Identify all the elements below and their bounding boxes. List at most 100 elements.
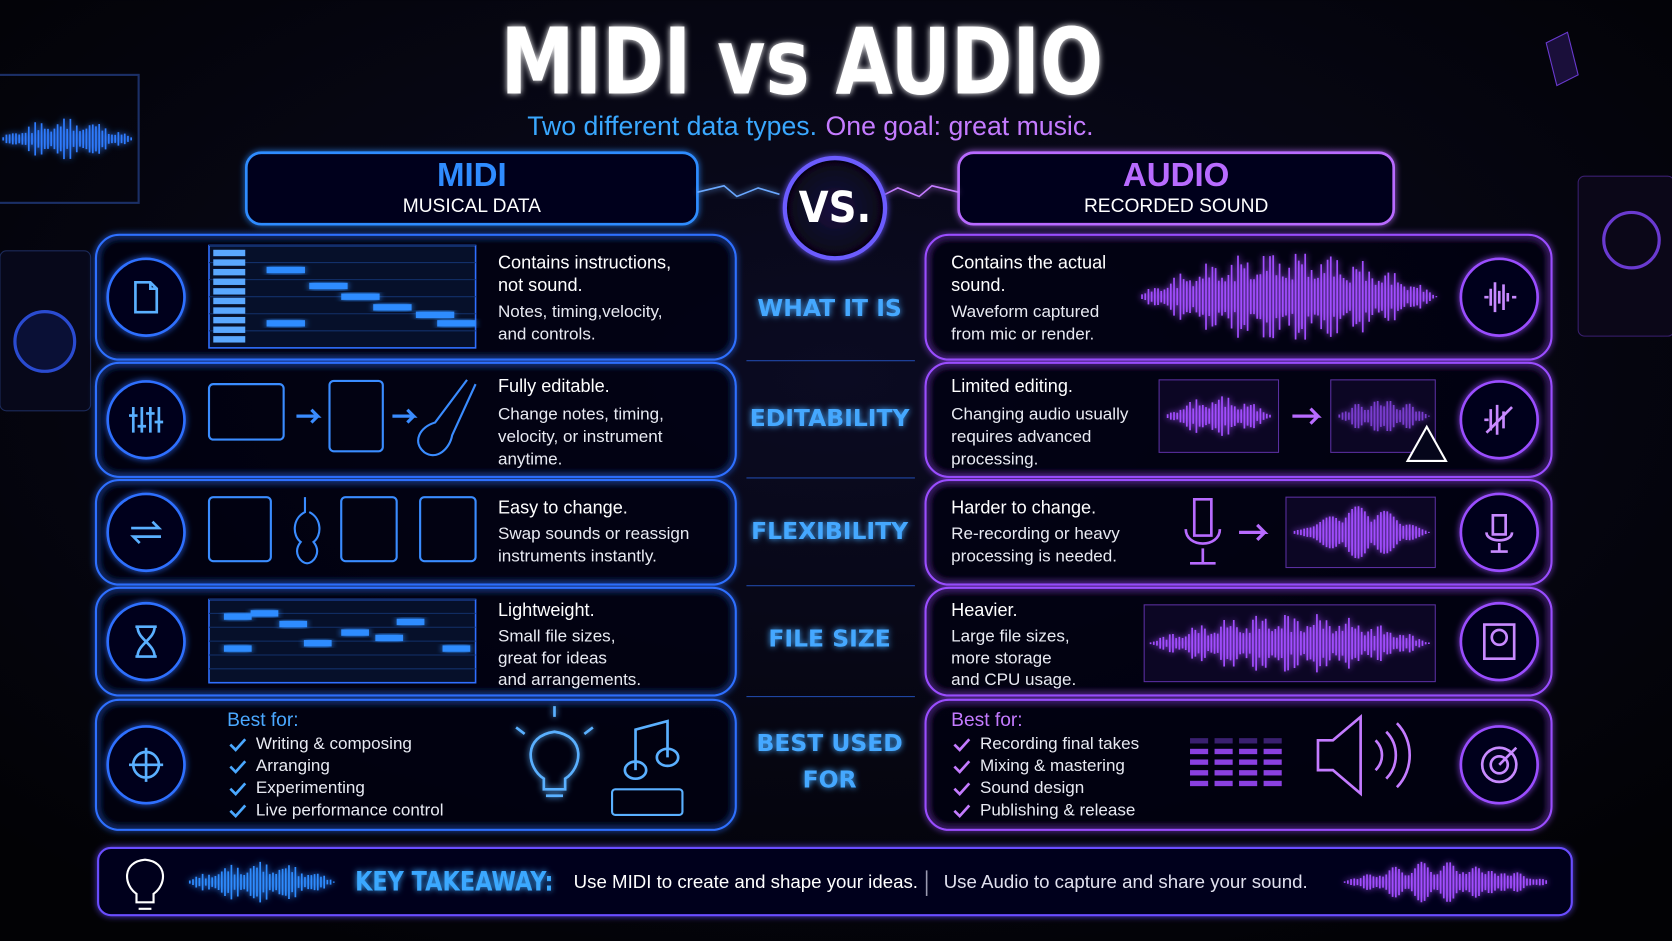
row-icon [129, 747, 164, 782]
controller-icon [328, 379, 384, 453]
best-for-item: Sound design [980, 778, 1084, 797]
meter-bar [1263, 770, 1282, 776]
piano-key [213, 278, 246, 285]
meter-bar [1239, 759, 1258, 765]
row-body: Small file sizes, [498, 626, 615, 645]
row-heading: Easy to change. [498, 498, 628, 518]
meter-bar [1214, 759, 1233, 765]
check-icon [229, 738, 247, 752]
midi-note [223, 645, 252, 652]
row-body: Large file sizes, [951, 626, 1069, 645]
monitor [0, 73, 140, 204]
meter-bar [1239, 780, 1258, 787]
check-icon [953, 804, 971, 819]
meter-bar [1239, 738, 1258, 744]
piano-key [213, 297, 246, 305]
header-subtitle: RECORDED SOUND [1084, 196, 1268, 217]
arrow [1292, 407, 1322, 425]
instrument-icon [340, 496, 398, 563]
midi-note [415, 311, 455, 319]
meter-bar [1190, 748, 1209, 755]
best-for-item: Recording final takes [980, 734, 1139, 753]
piano-key [213, 268, 246, 276]
vs-circle [782, 155, 888, 261]
meter-bar [1214, 780, 1233, 787]
tape-deck [1577, 175, 1672, 337]
row-icon-ring [106, 257, 186, 337]
midi-note [266, 320, 305, 327]
midi-note [279, 620, 308, 628]
meter-bar [1263, 759, 1282, 765]
waveform [1338, 400, 1430, 432]
waveform [1149, 614, 1430, 673]
row-label: FOR [803, 765, 857, 793]
row-label: FILE SIZE [768, 625, 890, 653]
best-for-item: Writing & composing [256, 734, 412, 753]
midi-note [303, 640, 332, 647]
waveform [188, 861, 335, 903]
row-heading: Heavier. [951, 600, 1017, 620]
waveform [1293, 506, 1430, 559]
check-icon [953, 782, 971, 796]
violin-icon [293, 497, 321, 565]
midi-note [223, 613, 252, 620]
waveform [1343, 861, 1548, 903]
takeaway-audio: Use Audio to capture and share your soun… [944, 871, 1308, 892]
row-icon [1484, 404, 1513, 435]
meter-bar [1239, 748, 1258, 755]
best-for-title: Best for: [227, 710, 298, 731]
midi-note [341, 293, 380, 300]
row-panel [94, 698, 737, 831]
row-body: and controls. [498, 325, 596, 344]
check-icon [229, 804, 247, 819]
piano-key [213, 326, 246, 333]
subtitle-part: Two different data types. [527, 111, 817, 141]
microphone [1545, 31, 1579, 87]
instrument-icon [419, 496, 477, 563]
lightning [697, 184, 780, 198]
midi-note [442, 645, 471, 652]
row-body: anytime. [498, 449, 562, 468]
meter-bar [1214, 748, 1233, 755]
title: MIDI vs AUDIO [501, 8, 1103, 115]
row-icon [129, 407, 164, 433]
row-body: and arrangements. [498, 670, 641, 689]
best-for-item: Publishing & release [980, 800, 1135, 819]
audio-box [1143, 604, 1436, 683]
piano-key [213, 288, 246, 295]
keys-icon [611, 788, 684, 816]
keyboard-icon [207, 383, 285, 441]
row-heading: Lightweight. [498, 600, 595, 620]
takeaway-midi: Use MIDI to create and shape your ideas. [574, 871, 918, 892]
meter-bar [1214, 770, 1233, 776]
piano-key [213, 316, 246, 324]
best-for-item: Mixing & mastering [980, 756, 1125, 775]
check-icon [953, 760, 971, 774]
guitar-icon [417, 379, 477, 457]
meter-bar [1263, 748, 1282, 755]
header-box [957, 151, 1396, 226]
row-body: velocity, or instrument [498, 427, 663, 446]
piano-key [213, 249, 246, 257]
speaker-cone [13, 310, 77, 373]
meter-bar [1263, 738, 1282, 744]
row-label: FLEXIBILITY [751, 517, 909, 545]
row-icon [135, 625, 157, 658]
subtitle: Two different data types. One goal: great… [527, 111, 1093, 141]
arrow [296, 408, 322, 424]
best-for-item: Live performance control [256, 800, 444, 819]
midi-note [437, 320, 476, 327]
row-body: Swap sounds or reassign [498, 524, 689, 543]
meter-bar [1263, 780, 1282, 787]
row-icon-ring [106, 380, 186, 460]
midi-note [266, 266, 305, 274]
row-label: WHAT IT IS [757, 294, 901, 322]
midi-note [373, 304, 412, 311]
midi-note [341, 629, 369, 636]
speaker-icon [1316, 713, 1411, 797]
lightning [884, 184, 959, 198]
row-icon [1482, 623, 1516, 661]
best-for-title: Best for: [951, 710, 1022, 731]
row-heading: Contains instructions, [498, 252, 671, 272]
